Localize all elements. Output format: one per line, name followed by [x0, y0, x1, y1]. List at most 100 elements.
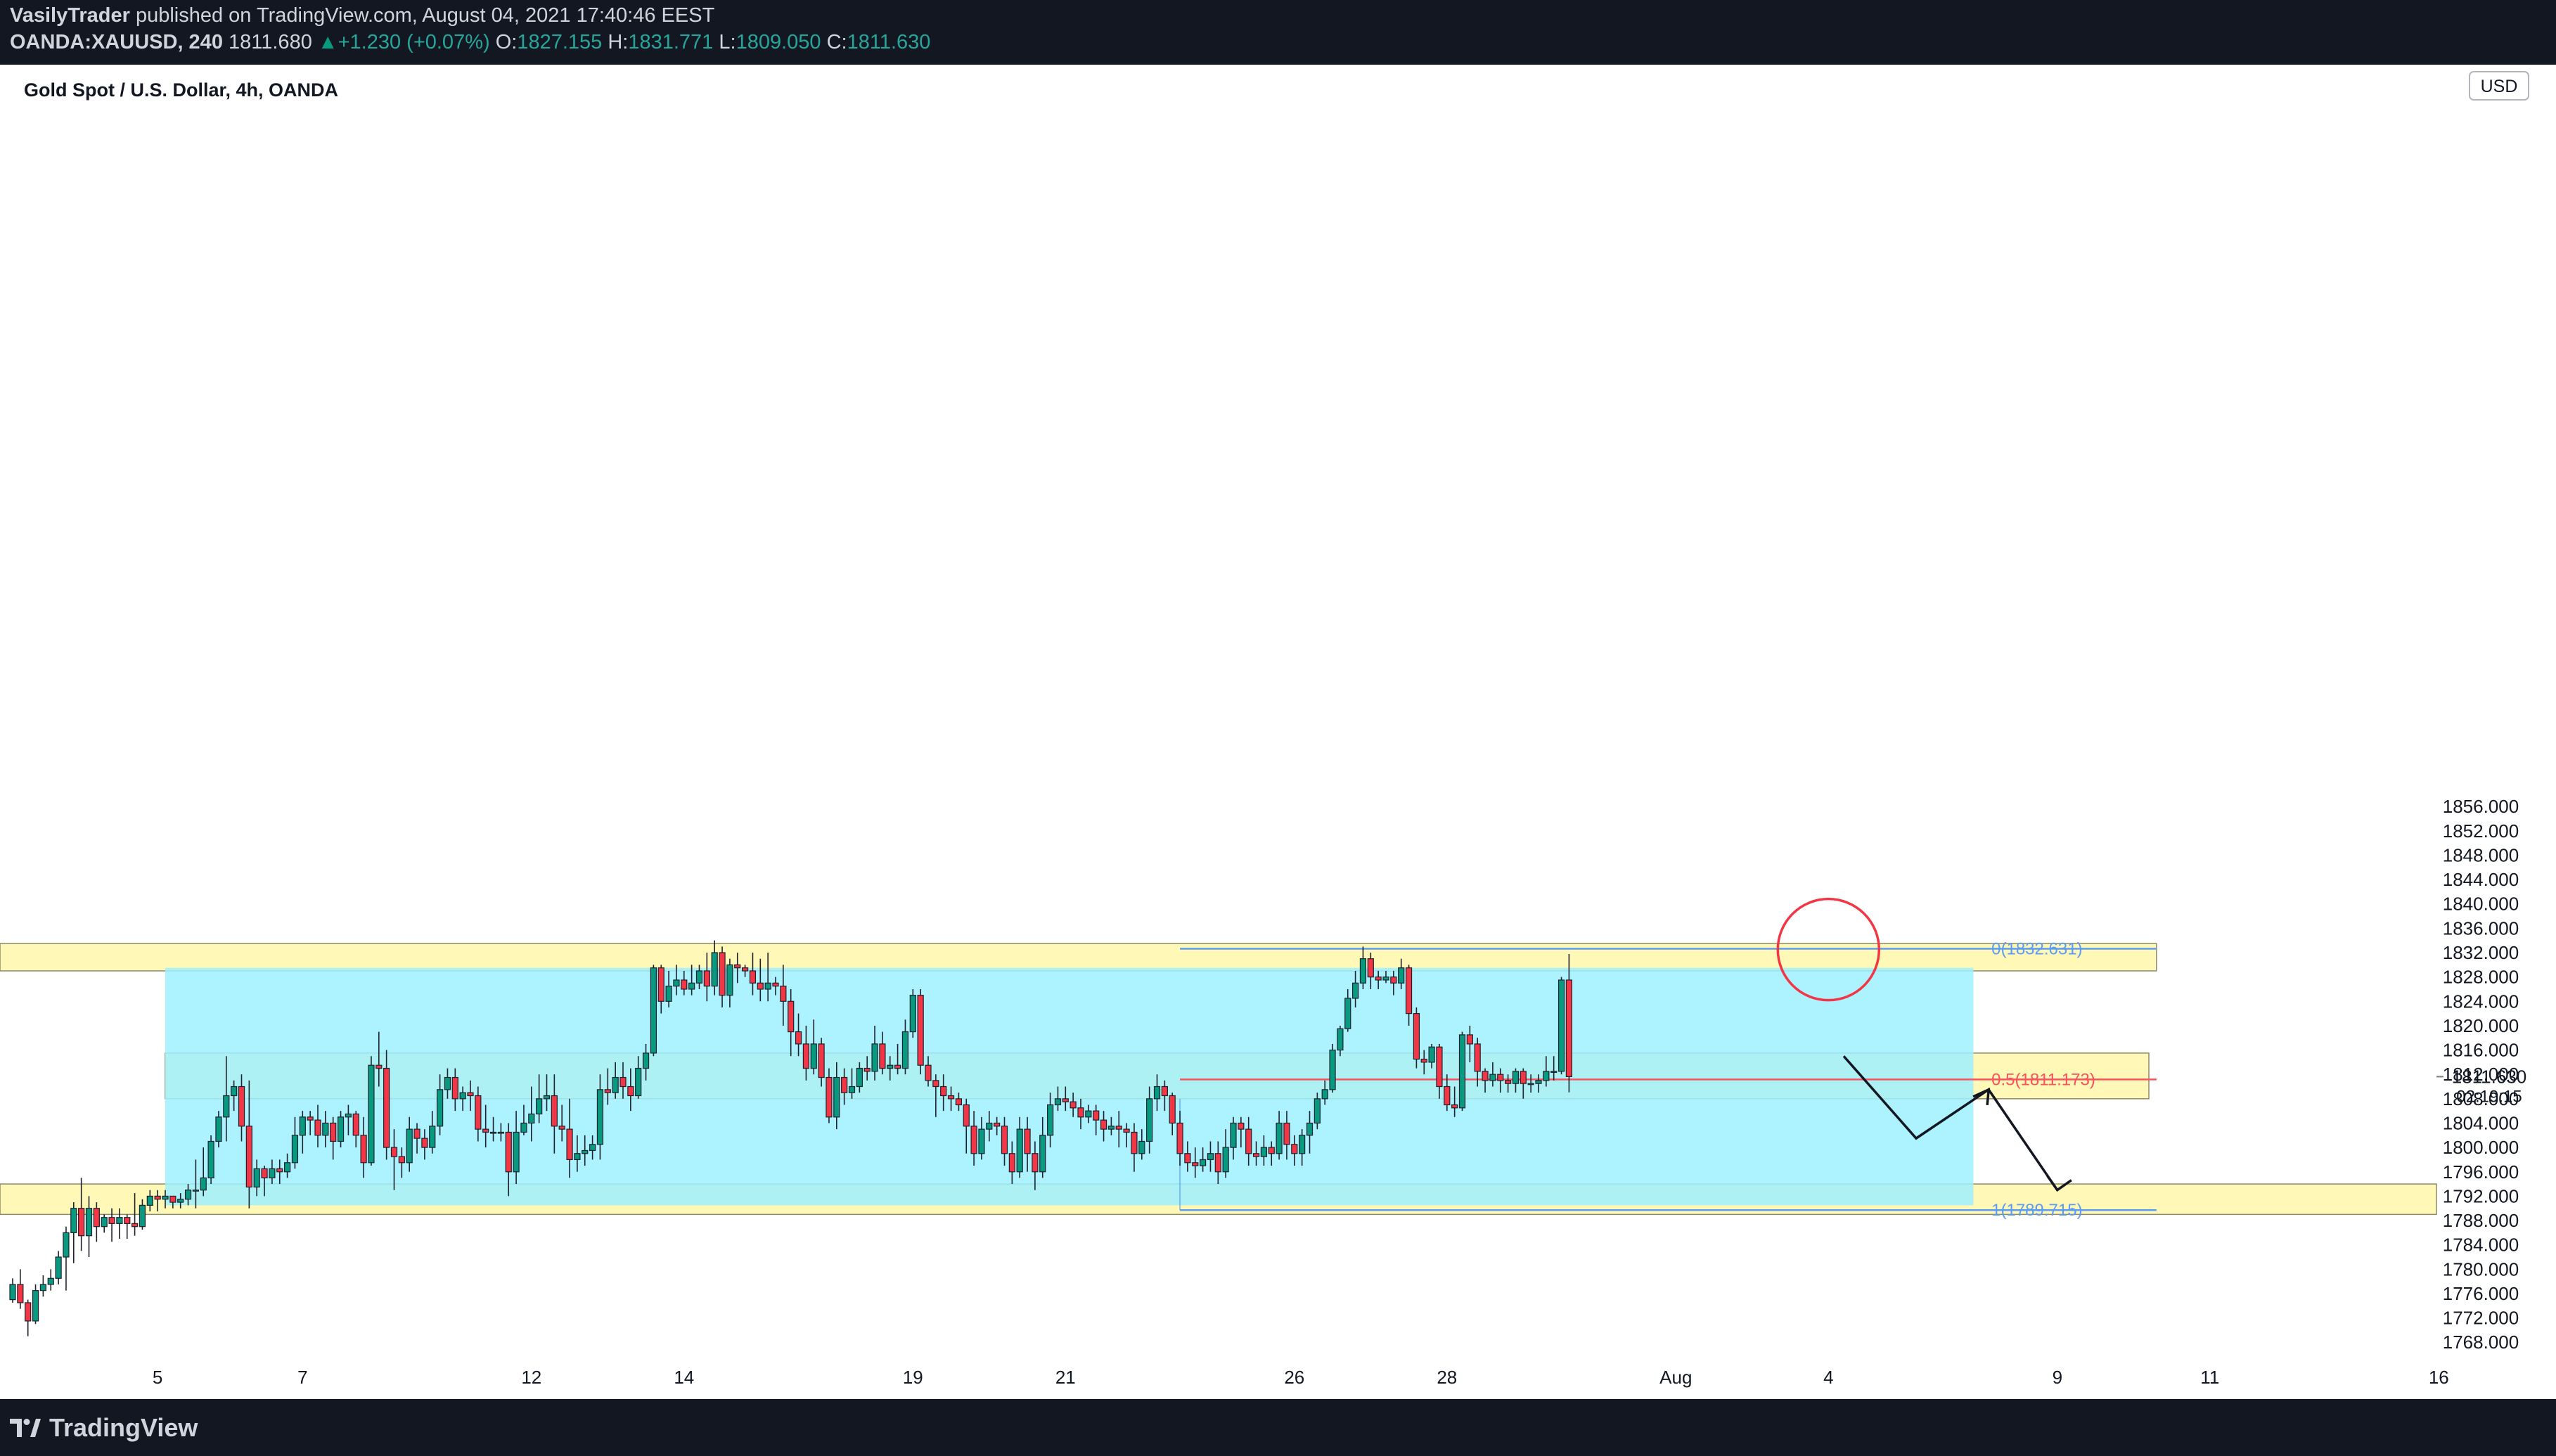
- candle[interactable]: [1351, 970, 1359, 1007]
- candle[interactable]: [543, 1074, 551, 1112]
- candle[interactable]: [1550, 1056, 1558, 1081]
- candle[interactable]: [1390, 970, 1397, 996]
- candle[interactable]: [245, 1080, 252, 1209]
- candle[interactable]: [1008, 1141, 1015, 1185]
- candle[interactable]: [1329, 1043, 1336, 1093]
- candle[interactable]: [810, 1019, 817, 1075]
- author-name[interactable]: VasilyTrader: [10, 4, 130, 27]
- candle[interactable]: [70, 1202, 77, 1263]
- candle[interactable]: [1024, 1116, 1031, 1172]
- candle[interactable]: [1337, 1025, 1344, 1057]
- candle[interactable]: [39, 1275, 47, 1297]
- candle[interactable]: [657, 965, 664, 1014]
- candle[interactable]: [833, 1062, 840, 1130]
- candle[interactable]: [475, 1086, 482, 1142]
- candle[interactable]: [788, 988, 795, 1057]
- candle[interactable]: [528, 1086, 535, 1142]
- yellow-zone[interactable]: [0, 943, 2157, 972]
- candle[interactable]: [635, 1056, 642, 1099]
- candle[interactable]: [925, 1056, 932, 1087]
- candle[interactable]: [497, 1123, 505, 1142]
- candle[interactable]: [1359, 946, 1367, 989]
- candles-layer[interactable]: [9, 940, 1572, 1336]
- candle[interactable]: [17, 1269, 24, 1309]
- candle[interactable]: [1512, 1068, 1520, 1093]
- candle[interactable]: [1131, 1123, 1138, 1172]
- candle[interactable]: [909, 988, 916, 1038]
- candle[interactable]: [1451, 1086, 1458, 1117]
- candle[interactable]: [360, 1116, 367, 1178]
- candle[interactable]: [665, 970, 672, 1007]
- candle[interactable]: [390, 1129, 398, 1190]
- candle[interactable]: [1016, 1116, 1023, 1178]
- candle[interactable]: [863, 1056, 871, 1081]
- candle[interactable]: [1428, 1043, 1435, 1069]
- candle[interactable]: [352, 1111, 359, 1148]
- candle[interactable]: [1321, 1080, 1328, 1105]
- candle[interactable]: [757, 958, 764, 1002]
- candle[interactable]: [215, 1111, 222, 1148]
- candle[interactable]: [47, 1269, 54, 1291]
- candle[interactable]: [856, 1062, 863, 1093]
- candle[interactable]: [1077, 1098, 1084, 1130]
- candle[interactable]: [1199, 1147, 1207, 1172]
- candle[interactable]: [1161, 1080, 1168, 1112]
- candle[interactable]: [101, 1214, 108, 1233]
- candle[interactable]: [1276, 1111, 1283, 1160]
- candle[interactable]: [314, 1104, 321, 1148]
- candle[interactable]: [711, 940, 718, 996]
- highlight-circle[interactable]: [1776, 897, 1881, 1002]
- candle[interactable]: [1444, 1074, 1451, 1112]
- candle[interactable]: [1214, 1141, 1221, 1185]
- candle[interactable]: [337, 1111, 345, 1148]
- candle[interactable]: [917, 988, 924, 1075]
- candle[interactable]: [681, 970, 688, 996]
- candle[interactable]: [1169, 1093, 1176, 1135]
- candle[interactable]: [1085, 1104, 1092, 1123]
- candle[interactable]: [223, 1056, 230, 1142]
- candle[interactable]: [986, 1111, 993, 1142]
- candle[interactable]: [795, 1013, 802, 1057]
- candle[interactable]: [238, 1074, 245, 1142]
- candle[interactable]: [444, 1068, 451, 1099]
- candle[interactable]: [1222, 1129, 1229, 1178]
- candle[interactable]: [1565, 953, 1572, 1093]
- candle[interactable]: [299, 1111, 306, 1154]
- candle[interactable]: [1489, 1062, 1496, 1087]
- candle[interactable]: [9, 1278, 16, 1303]
- candle[interactable]: [764, 953, 771, 1002]
- candle[interactable]: [330, 1116, 337, 1160]
- candle[interactable]: [1153, 1074, 1161, 1112]
- candle[interactable]: [1405, 965, 1413, 1026]
- candle[interactable]: [513, 1111, 520, 1185]
- candle[interactable]: [467, 1080, 474, 1112]
- candle[interactable]: [940, 1074, 947, 1112]
- blue-zone[interactable]: [165, 967, 1974, 1206]
- candle[interactable]: [200, 1147, 207, 1197]
- candle[interactable]: [1230, 1116, 1237, 1160]
- candle[interactable]: [505, 1123, 512, 1197]
- time-axis[interactable]: 5 7 12 14 19 21 26 28 Aug 4 9 11 16: [153, 1367, 2449, 1388]
- candle[interactable]: [1245, 1116, 1252, 1166]
- candle[interactable]: [169, 1195, 176, 1209]
- candle[interactable]: [826, 1068, 833, 1123]
- candle[interactable]: [619, 1062, 627, 1099]
- candle[interactable]: [932, 1074, 939, 1117]
- candle[interactable]: [93, 1202, 100, 1242]
- candle[interactable]: [25, 1299, 32, 1336]
- candle[interactable]: [207, 1135, 214, 1185]
- candle[interactable]: [566, 1098, 573, 1178]
- candle[interactable]: [398, 1147, 405, 1178]
- candle[interactable]: [375, 1031, 383, 1087]
- candle[interactable]: [116, 1208, 123, 1239]
- candle[interactable]: [994, 1116, 1001, 1135]
- candle[interactable]: [901, 1019, 909, 1075]
- candle[interactable]: [322, 1111, 329, 1148]
- candle[interactable]: [1093, 1104, 1100, 1135]
- candle[interactable]: [1146, 1086, 1153, 1154]
- candle[interactable]: [1070, 1093, 1077, 1117]
- candle[interactable]: [231, 1080, 238, 1112]
- candle[interactable]: [1497, 1068, 1504, 1093]
- fib-retracement[interactable]: 0(1832.631) 0.5(1811.173) 1(1789.715): [1179, 940, 2157, 1220]
- candle[interactable]: [871, 1025, 878, 1081]
